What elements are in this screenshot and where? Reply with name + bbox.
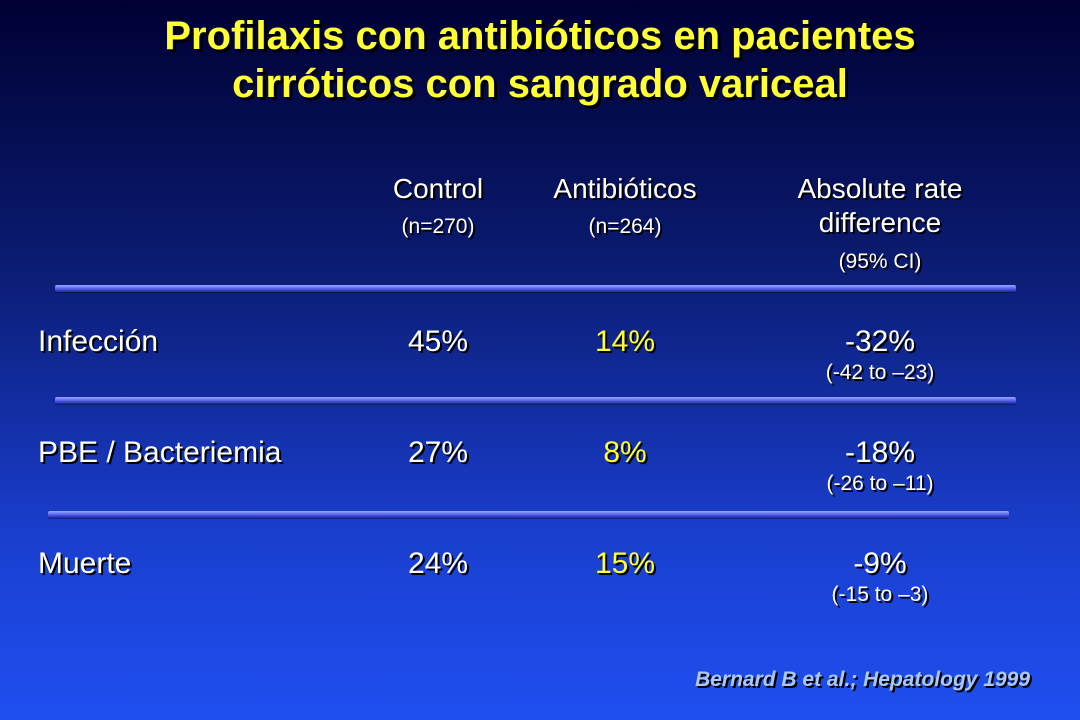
row-1-difference-ci: (-42 to –23) xyxy=(825,361,935,384)
header-antibiotics-label: Antibióticos xyxy=(553,173,697,204)
row-2-control: 27% xyxy=(407,436,469,469)
header-difference-line2: difference xyxy=(818,207,942,238)
header-control-label: Control xyxy=(392,173,484,204)
row-1-antibiotics: 14% xyxy=(594,325,656,358)
title-line-1: Profilaxis con antibióticos en pacientes xyxy=(164,14,916,58)
header-difference-ci: (95% CI) xyxy=(838,250,922,273)
row-1-difference-value: -32% xyxy=(844,325,916,358)
header-control: Control (n=270) xyxy=(358,172,518,242)
divider-header xyxy=(55,285,1016,292)
header-control-n: (n=270) xyxy=(401,215,475,238)
row-2-antibiotics: 8% xyxy=(603,436,647,469)
row-3-difference: -9% (-15 to –3) xyxy=(755,546,1005,608)
title-line-2: cirróticos con sangrado variceal xyxy=(232,62,848,106)
row-1-difference: -32% (-42 to –23) xyxy=(755,324,1005,386)
row-1-control: 45% xyxy=(407,325,469,358)
row-3-antibiotics: 15% xyxy=(594,547,656,580)
row-2-difference: -18% (-26 to –11) xyxy=(755,435,1005,497)
row-3-control: 24% xyxy=(407,547,469,580)
header-antibiotics: Antibióticos (n=264) xyxy=(525,172,725,242)
citation: Bernard B et al.; Hepatology 1999 xyxy=(695,668,1030,691)
header-difference-line1: Absolute rate xyxy=(797,173,963,204)
divider-row-2 xyxy=(48,511,1009,518)
row-3-difference-ci: (-15 to –3) xyxy=(831,583,929,606)
header-difference: Absolute rate difference (95% CI) xyxy=(755,172,1005,276)
row-label-muerte: Muerte xyxy=(38,547,132,580)
row-label-pbe-bacteriemia: PBE / Bacteriemia xyxy=(38,436,282,469)
row-3-difference-value: -9% xyxy=(853,547,907,580)
slide-title: Profilaxis con antibióticos en pacientes… xyxy=(0,12,1080,108)
row-label-infeccion: Infección xyxy=(38,325,159,358)
row-2-difference-value: -18% xyxy=(844,436,916,469)
row-2-difference-ci: (-26 to –11) xyxy=(826,472,934,495)
divider-row-1 xyxy=(55,397,1016,404)
header-antibiotics-n: (n=264) xyxy=(588,215,662,238)
